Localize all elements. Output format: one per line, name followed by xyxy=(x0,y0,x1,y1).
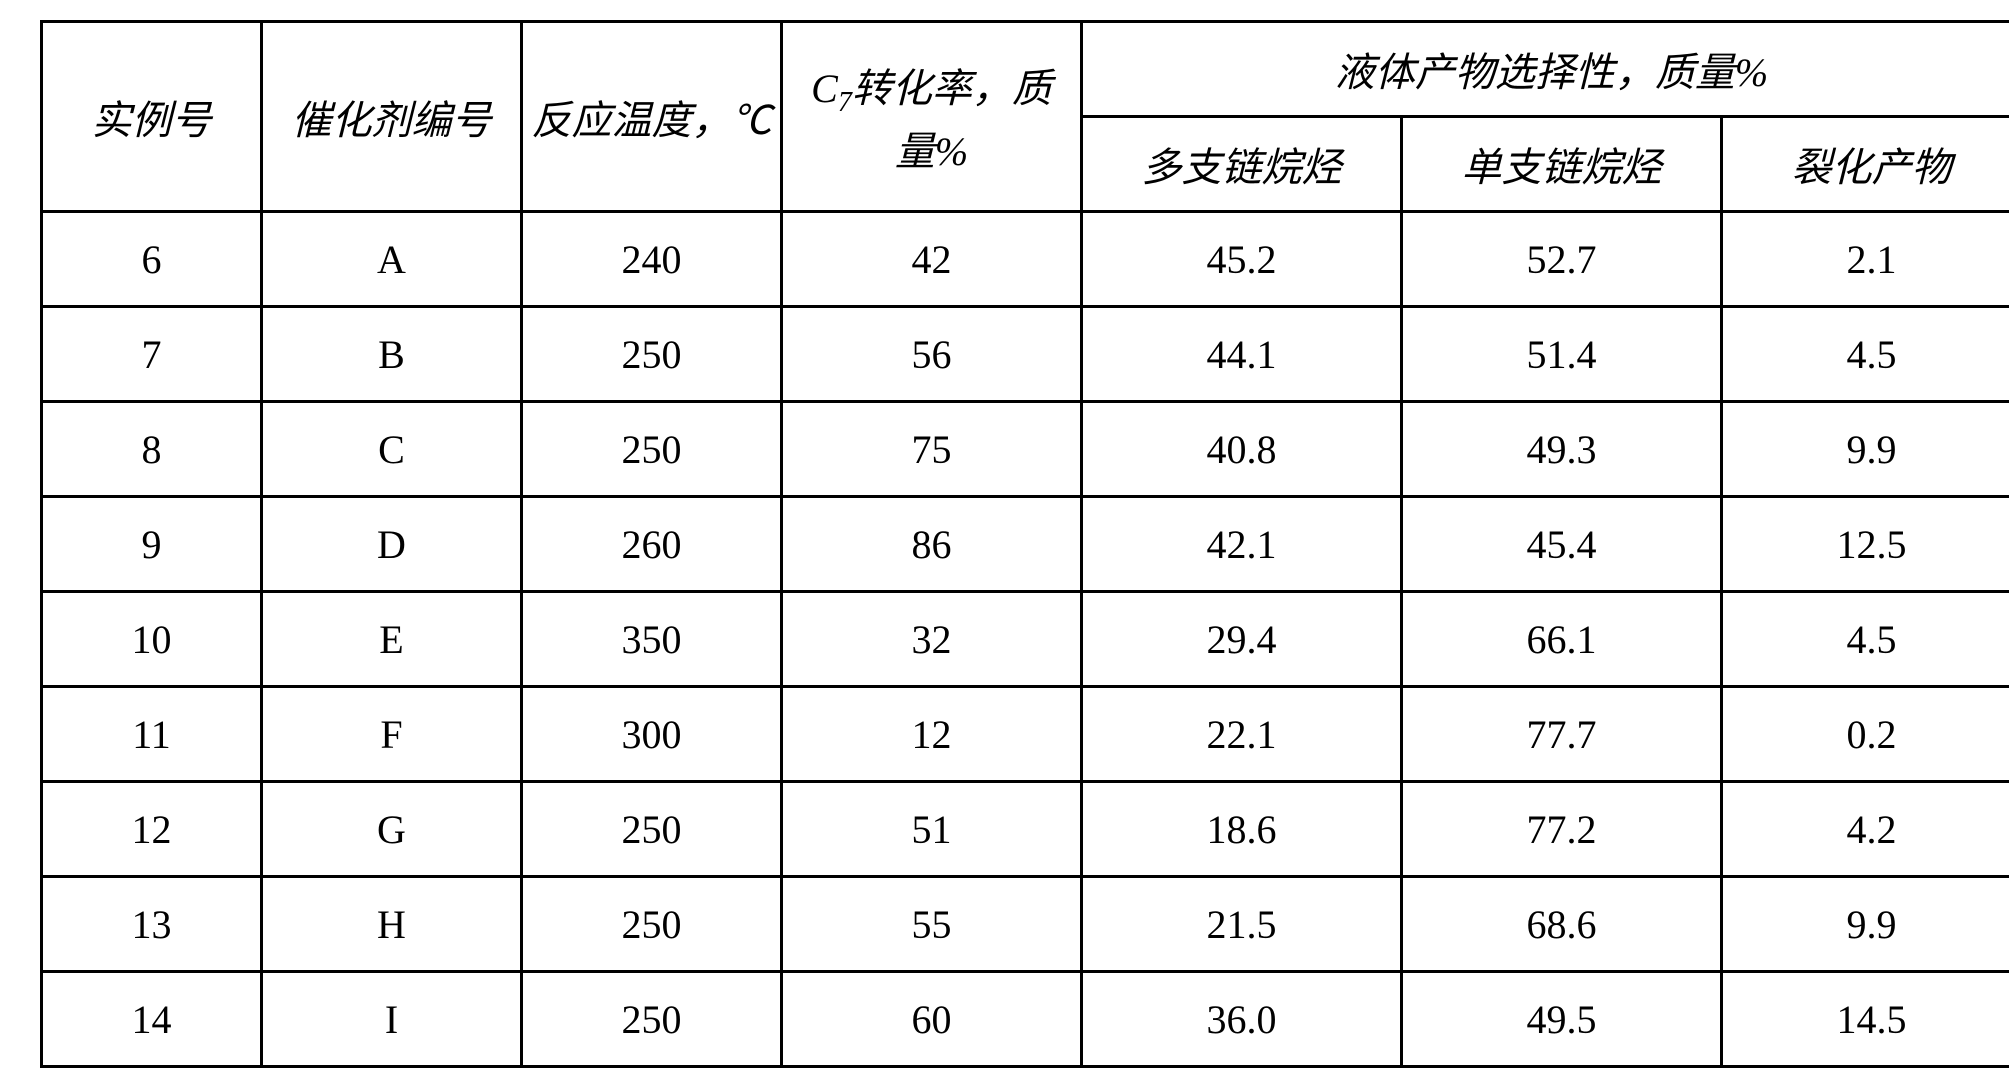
data-table: 实例号 催化剂编号 反应温度，℃ C7转化率，质量% 液体产物选择性，质量% 多… xyxy=(40,20,2009,1068)
cell-catalyst: I xyxy=(262,972,522,1067)
cell-example-no: 13 xyxy=(42,877,262,972)
conversion-post: 转化率，质量% xyxy=(852,66,1052,174)
cell-conv: 55 xyxy=(782,877,1082,972)
cell-conv: 32 xyxy=(782,592,1082,687)
table-row: 11 F 300 12 22.1 77.7 0.2 xyxy=(42,687,2009,782)
cell-temp: 260 xyxy=(522,497,782,592)
cell-example-no: 14 xyxy=(42,972,262,1067)
cell-multi: 45.2 xyxy=(1082,212,1402,307)
cell-temp: 250 xyxy=(522,782,782,877)
cell-crack: 2.1 xyxy=(1722,212,2009,307)
cell-single: 49.5 xyxy=(1402,972,1722,1067)
cell-crack: 4.2 xyxy=(1722,782,2009,877)
cell-example-no: 9 xyxy=(42,497,262,592)
cell-temp: 250 xyxy=(522,877,782,972)
cell-conv: 42 xyxy=(782,212,1082,307)
cell-catalyst: D xyxy=(262,497,522,592)
cell-multi: 21.5 xyxy=(1082,877,1402,972)
col-example-no: 实例号 xyxy=(42,22,262,212)
cell-crack: 12.5 xyxy=(1722,497,2009,592)
table-row: 10 E 350 32 29.4 66.1 4.5 xyxy=(42,592,2009,687)
table-row: 13 H 250 55 21.5 68.6 9.9 xyxy=(42,877,2009,972)
cell-example-no: 8 xyxy=(42,402,262,497)
table-row: 14 I 250 60 36.0 49.5 14.5 xyxy=(42,972,2009,1067)
cell-temp: 250 xyxy=(522,972,782,1067)
cell-catalyst: B xyxy=(262,307,522,402)
cell-multi: 42.1 xyxy=(1082,497,1402,592)
cell-single: 68.6 xyxy=(1402,877,1722,972)
cell-catalyst: C xyxy=(262,402,522,497)
cell-multi: 44.1 xyxy=(1082,307,1402,402)
cell-multi: 18.6 xyxy=(1082,782,1402,877)
cell-conv: 56 xyxy=(782,307,1082,402)
cell-single: 45.4 xyxy=(1402,497,1722,592)
cell-single: 52.7 xyxy=(1402,212,1722,307)
table-row: 12 G 250 51 18.6 77.2 4.2 xyxy=(42,782,2009,877)
cell-crack: 4.5 xyxy=(1722,592,2009,687)
table-header: 实例号 催化剂编号 反应温度，℃ C7转化率，质量% 液体产物选择性，质量% 多… xyxy=(42,22,2009,212)
cell-catalyst: E xyxy=(262,592,522,687)
table-container: 实例号 催化剂编号 反应温度，℃ C7转化率，质量% 液体产物选择性，质量% 多… xyxy=(0,0,2009,1050)
cell-crack: 4.5 xyxy=(1722,307,2009,402)
cell-single: 49.3 xyxy=(1402,402,1722,497)
cell-conv: 12 xyxy=(782,687,1082,782)
cell-temp: 240 xyxy=(522,212,782,307)
cell-catalyst: H xyxy=(262,877,522,972)
cell-multi: 36.0 xyxy=(1082,972,1402,1067)
cell-catalyst: G xyxy=(262,782,522,877)
col-temperature: 反应温度，℃ xyxy=(522,22,782,212)
cell-example-no: 7 xyxy=(42,307,262,402)
cell-example-no: 11 xyxy=(42,687,262,782)
col-catalyst-no: 催化剂编号 xyxy=(262,22,522,212)
conversion-pre: C xyxy=(811,66,838,111)
cell-temp: 250 xyxy=(522,307,782,402)
cell-crack: 9.9 xyxy=(1722,877,2009,972)
cell-conv: 51 xyxy=(782,782,1082,877)
cell-single: 77.2 xyxy=(1402,782,1722,877)
cell-single: 66.1 xyxy=(1402,592,1722,687)
cell-temp: 300 xyxy=(522,687,782,782)
cell-multi: 29.4 xyxy=(1082,592,1402,687)
cell-temp: 350 xyxy=(522,592,782,687)
table-row: 7 B 250 56 44.1 51.4 4.5 xyxy=(42,307,2009,402)
col-selectivity-group: 液体产物选择性，质量% xyxy=(1082,22,2009,117)
col-conversion: C7转化率，质量% xyxy=(782,22,1082,212)
col-single-branch: 单支链烷烃 xyxy=(1402,117,1722,212)
cell-temp: 250 xyxy=(522,402,782,497)
cell-crack: 14.5 xyxy=(1722,972,2009,1067)
table-row: 6 A 240 42 45.2 52.7 2.1 xyxy=(42,212,2009,307)
col-cracking: 裂化产物 xyxy=(1722,117,2009,212)
cell-example-no: 6 xyxy=(42,212,262,307)
cell-conv: 75 xyxy=(782,402,1082,497)
cell-catalyst: F xyxy=(262,687,522,782)
cell-example-no: 12 xyxy=(42,782,262,877)
cell-catalyst: A xyxy=(262,212,522,307)
cell-conv: 60 xyxy=(782,972,1082,1067)
table-row: 9 D 260 86 42.1 45.4 12.5 xyxy=(42,497,2009,592)
cell-single: 51.4 xyxy=(1402,307,1722,402)
cell-multi: 40.8 xyxy=(1082,402,1402,497)
cell-single: 77.7 xyxy=(1402,687,1722,782)
cell-crack: 0.2 xyxy=(1722,687,2009,782)
table-body: 6 A 240 42 45.2 52.7 2.1 7 B 250 56 44.1… xyxy=(42,212,2009,1067)
conversion-sub: 7 xyxy=(838,87,852,118)
cell-conv: 86 xyxy=(782,497,1082,592)
cell-crack: 9.9 xyxy=(1722,402,2009,497)
cell-multi: 22.1 xyxy=(1082,687,1402,782)
table-row: 8 C 250 75 40.8 49.3 9.9 xyxy=(42,402,2009,497)
col-multi-branch: 多支链烷烃 xyxy=(1082,117,1402,212)
cell-example-no: 10 xyxy=(42,592,262,687)
